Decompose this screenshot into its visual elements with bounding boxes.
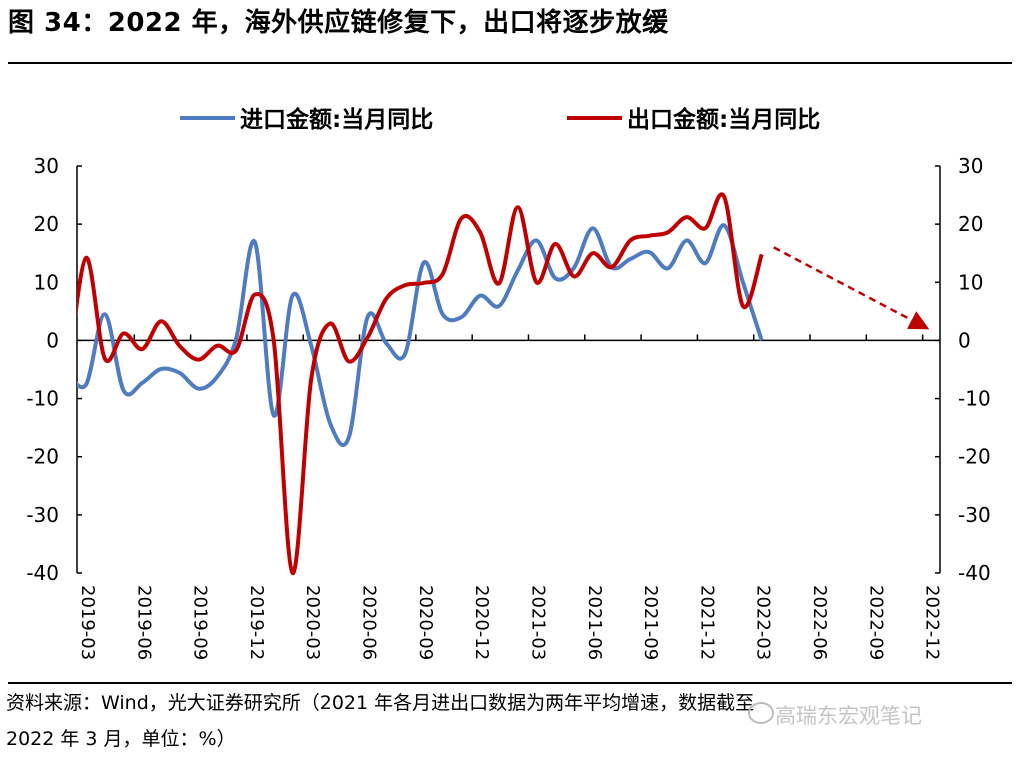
export-yoy-line — [77, 192, 764, 576]
legend-label-export: 出口金额:当月同比 — [627, 106, 820, 133]
source-note-line1: 资料来源：Wind，光大证券研究所（2021 年各月进出口数据为两年平均增速，数… — [6, 692, 755, 714]
x-tick-label: 2022-12 — [922, 585, 943, 660]
x-tick-label: 2020-03 — [302, 585, 323, 660]
y-tick-label-left: 10 — [34, 270, 59, 294]
y-tick-label-left: 20 — [34, 212, 59, 236]
legend: 进口金额:当月同比 出口金额:当月同比 — [180, 106, 820, 133]
chart: 进口金额:当月同比 出口金额:当月同比 30 30 20 20 10 10 0 0 -10 -10… — [26, 106, 991, 660]
y-tick-label-left: -40 — [26, 561, 59, 585]
x-tick-label: 2019-12 — [246, 585, 267, 660]
y-tick-label-right: -40 — [958, 561, 991, 585]
y-tick-label-left: 30 — [34, 154, 59, 178]
x-tick-label: 2019-09 — [190, 585, 211, 660]
x-tick-label: 2020-12 — [471, 585, 492, 660]
bottom-divider — [8, 682, 1012, 684]
y-tick-label-right: -30 — [958, 503, 991, 527]
y-tick-label-left: -10 — [26, 387, 59, 411]
x-tick-label: 2021-12 — [696, 585, 717, 660]
y-tick-label-left: 0 — [46, 328, 59, 352]
x-tick-label: 2021-09 — [640, 585, 661, 660]
y-tick-label-right: 0 — [958, 328, 971, 352]
y-tick-label-right: -20 — [958, 445, 991, 469]
x-tick-label: 2022-06 — [809, 585, 830, 660]
x-tick-label: 2021-06 — [584, 585, 605, 660]
x-tick-label: 2020-09 — [415, 585, 436, 660]
figure-title: 图 34：2022 年，海外供应链修复下，出口将逐步放缓 — [8, 8, 669, 38]
y-tick-label-right: 10 — [958, 270, 983, 294]
x-tick-label: 2022-09 — [865, 585, 886, 660]
x-tick-label: 2019-06 — [133, 585, 154, 660]
watermark: 高瑞东宏观笔记 — [775, 704, 922, 728]
source-note-line2: 2022 年 3 月，单位：%） — [6, 728, 236, 750]
import-yoy-line — [77, 223, 764, 447]
x-tick-label: 2021-03 — [527, 585, 548, 660]
wechat-icon — [748, 702, 774, 724]
y-tick-label-left: -20 — [26, 445, 59, 469]
y-tick-label-right: -10 — [958, 387, 991, 411]
forecast-dashed-arrow — [773, 246, 930, 330]
legend-label-import: 进口金额:当月同比 — [240, 106, 433, 133]
x-tick-label: 2019-03 — [77, 585, 98, 660]
x-tick-label: 2020-06 — [359, 585, 380, 660]
y-tick-label-left: -30 — [26, 503, 59, 527]
top-divider — [8, 62, 1012, 64]
y-tick-label-right: 30 — [958, 154, 983, 178]
y-tick-label-right: 20 — [958, 212, 983, 236]
x-tick-label: 2022-03 — [753, 585, 774, 660]
